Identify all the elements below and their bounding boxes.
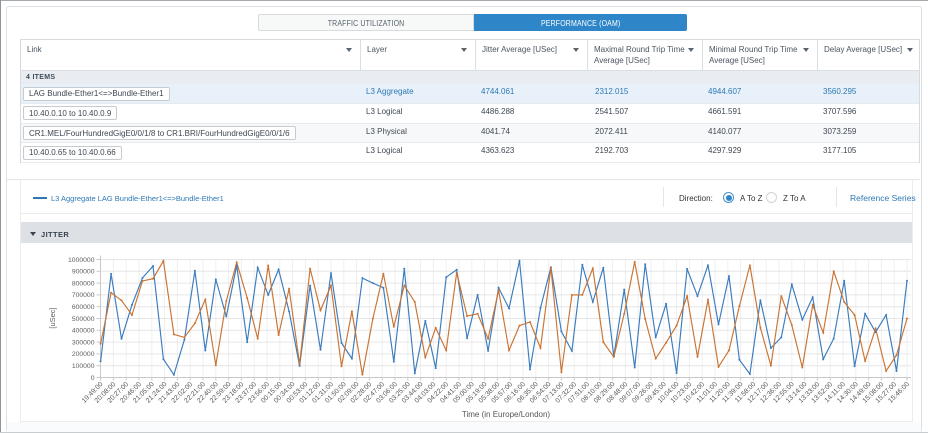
- svg-text:300000: 300000: [72, 339, 95, 346]
- svg-text:600000: 600000: [72, 304, 95, 311]
- svg-text:0: 0: [91, 375, 95, 382]
- svg-text:500000: 500000: [72, 316, 95, 323]
- svg-text:400000: 400000: [72, 328, 95, 335]
- svg-text:900000: 900000: [72, 269, 95, 276]
- svg-text:800000: 800000: [72, 280, 95, 287]
- svg-text:1000000: 1000000: [68, 257, 95, 264]
- svg-text:700000: 700000: [72, 292, 95, 299]
- svg-text:[uSec]: [uSec]: [48, 307, 57, 328]
- svg-text:Time (in Europe/London): Time (in Europe/London): [462, 410, 551, 419]
- svg-text:100000: 100000: [72, 363, 95, 370]
- svg-text:200000: 200000: [72, 351, 95, 358]
